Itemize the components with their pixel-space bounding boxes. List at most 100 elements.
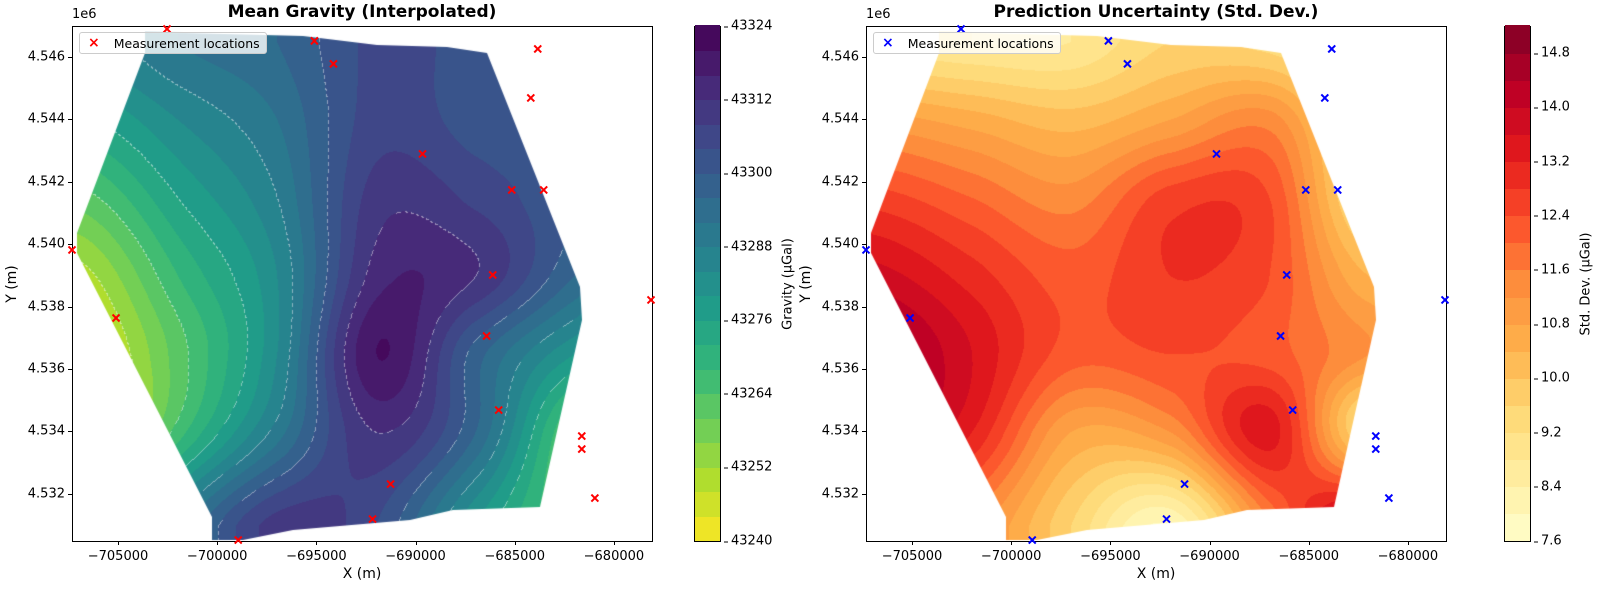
colorbar-band [695,392,720,419]
measurement-point [539,185,548,195]
contour-fill-gravity [72,26,652,541]
measurement-point [1384,493,1394,503]
measurement-point [646,295,656,305]
measurement-point [526,93,536,103]
colorbar-band [695,514,720,541]
x-tick-label: −680000 [1377,549,1439,564]
measurement-point [386,479,395,489]
y-tick-label: 4.534 [27,423,65,439]
measurement-point [1162,514,1171,524]
colorbar-tick-label: 43264 [723,386,773,402]
x-axis-label: X (m) [1136,566,1176,582]
colorbar-band [695,123,720,150]
colorbar-tick-label: 14.0 [1534,99,1570,115]
colorbar-label: Std. Dev. (μGal) [1578,232,1594,335]
y-tick-mark [862,244,866,246]
chart-title: Mean Gravity (Interpolated) [227,2,497,22]
y-tick-mark [862,431,866,433]
y-tick-mark [862,493,866,495]
colorbar-band [1505,323,1530,352]
x-tick-label: −680000 [583,549,645,564]
y-tick-label: 4.540 [821,236,859,252]
x-tick-label: −705000 [87,549,149,564]
measurement-point [329,59,338,69]
x-tick-mark [613,541,615,545]
x-tick-label: −690000 [385,549,446,564]
y-tick-mark [68,493,72,495]
colorbar-band [1505,160,1530,190]
y-tick-label: 4.538 [27,299,65,315]
measurement-point [533,44,542,54]
measurement-point [1282,270,1291,280]
contour-fill-std [866,26,1446,541]
colorbar-tick-label: 7.6 [1534,533,1562,549]
colorbar-band [695,343,720,370]
y-tick-mark [68,306,72,308]
x-tick-label: −700000 [186,549,248,564]
colorbar-band [695,98,720,125]
x-tick-mark [1011,541,1013,545]
plot-area [72,26,653,542]
colorbar-band [1505,79,1530,109]
x-tick-mark [912,541,914,545]
colorbar-band [1505,52,1530,82]
y-tick-label: 4.542 [821,174,859,190]
colorbar-band [1505,133,1530,163]
colorbar-band [695,221,720,248]
x-tick-mark [1209,541,1211,545]
measurement-point [507,185,516,195]
colorbar-band [695,490,720,517]
colorbar-band [695,25,720,52]
colorbar-band [695,270,720,297]
colorbar-band [695,245,720,272]
colorbar-tick-label: 14.8 [1534,45,1570,61]
x-tick-mark [118,541,120,545]
measurement-point [162,24,172,34]
y-tick-mark [68,431,72,433]
colorbar-tick-label: 10.0 [1534,370,1570,386]
measurement-point [1123,59,1132,69]
colorbar-band [695,147,720,174]
y-tick-label: 4.536 [27,361,65,377]
measurement-point [1327,44,1336,54]
y-tick-mark [862,306,866,308]
y-tick-mark [68,244,72,246]
colorbar-tick-label: 43300 [723,165,773,181]
measurement-point [494,405,503,415]
y-tick-mark [68,119,72,121]
x-tick-label: −685000 [1278,549,1339,564]
x-tick-mark [316,541,318,545]
colorbar-band [1505,106,1530,136]
colorbar-band [1505,187,1530,217]
y-axis-label: Y (m) [798,264,814,303]
x-tick-label: −695000 [286,549,347,564]
measurement-point [1028,535,1037,545]
y-tick-label: 4.536 [821,361,859,377]
colorbar-tick-label: 10.8 [1534,316,1570,332]
colorbar-band [695,196,720,223]
colorbar [694,25,721,542]
measurement-point [488,270,497,280]
y-tick-mark [862,119,866,121]
colorbar-band [1505,431,1530,460]
colorbar-band [1505,512,1530,541]
chart-title: Prediction Uncertainty (Std. Dev.) [993,2,1319,22]
y-tick-mark [68,181,72,183]
colorbar-band [1505,350,1530,379]
measurement-point [1371,444,1380,454]
colorbar-band [1505,268,1530,298]
x-tick-mark [415,541,417,545]
colorbar-tick-label: 11.6 [1534,262,1570,278]
measurement-point [67,245,77,255]
measurement-point [577,444,586,454]
colorbar-band [695,74,720,101]
colorbar-tick-label: 12.4 [1534,208,1570,224]
x-tick-mark [217,541,219,545]
colorbar-tick-label: 43252 [723,459,773,475]
measurement-markers [67,24,656,545]
y-tick-label: 4.538 [821,299,859,315]
measurement-point [1180,479,1189,489]
measurement-point [111,313,121,323]
y-tick-label: 4.534 [821,423,859,439]
